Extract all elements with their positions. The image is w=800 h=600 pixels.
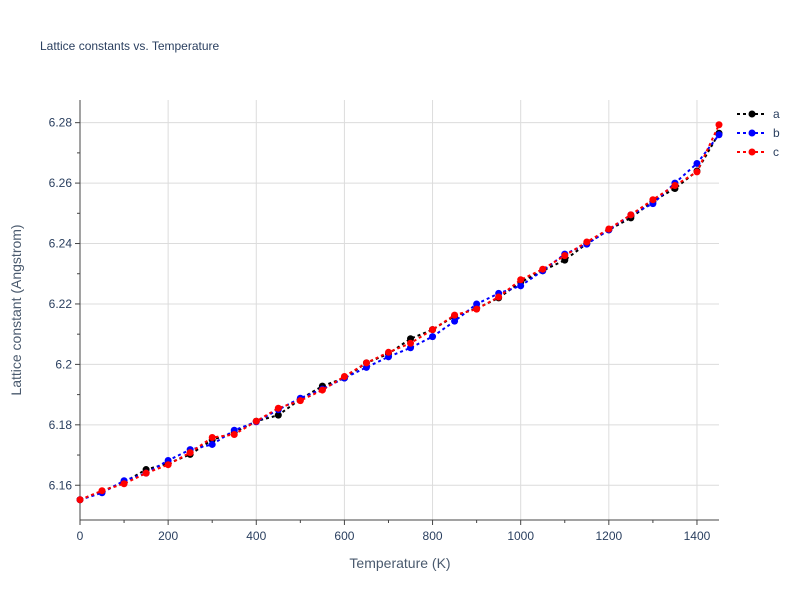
data-point-b [715,131,723,139]
data-point-c [495,293,503,301]
legend-label-b[interactable]: b [773,126,780,140]
x-tick-label: 1400 [684,529,711,543]
legend-marker-b [748,129,756,137]
x-tick-label: 0 [77,529,84,543]
data-point-c [384,348,392,356]
data-point-c [561,252,569,260]
data-point-c [208,434,216,442]
data-point-c [583,238,591,246]
data-point-c [451,311,459,319]
data-point-c [296,397,304,405]
legend-marker-c [748,148,756,156]
y-tick-label: 6.26 [49,176,73,190]
legend-label-a[interactable]: a [773,107,780,121]
x-tick-label: 800 [423,529,443,543]
data-point-c [76,496,84,504]
data-point-c [252,417,260,425]
data-point-c [274,404,282,412]
y-tick-label: 6.2 [55,357,72,371]
x-tick-label: 1000 [507,529,534,543]
y-tick-label: 6.16 [49,478,73,492]
data-point-c [605,225,613,233]
data-point-b [693,159,701,167]
data-point-c [362,359,370,367]
data-point-c [693,168,701,176]
data-series [76,121,723,504]
series-line-c [79,124,720,501]
data-point-c [120,480,128,488]
data-point-c [715,121,723,129]
y-tick-label: 6.18 [49,418,73,432]
legend-marker-a [748,110,756,118]
data-point-b [451,317,459,325]
data-point-a [274,411,282,419]
y-tick-label: 6.22 [49,297,73,311]
data-point-c [164,461,172,469]
data-point-c [142,469,150,477]
chart-title: Lattice constants vs. Temperature [40,39,220,53]
data-point-c [671,182,679,190]
axes: 0 200 400 600 800 1000 1200 1400 6.16 6.18 6.2 6.22… [49,100,719,543]
data-point-c [429,326,437,334]
y-tick-label: 6.28 [49,116,73,130]
legend-label-c[interactable]: c [773,145,779,159]
data-point-c [517,276,525,284]
data-point-c [649,196,657,204]
data-point-b [473,300,481,308]
y-tick-label: 6.24 [49,237,73,251]
data-point-c [473,305,481,313]
x-tick-label: 600 [334,529,354,543]
data-point-b [429,333,437,341]
data-point-b [517,282,525,290]
data-point-c [186,449,194,457]
data-point-c [627,211,635,219]
data-point-b [208,440,216,448]
legend: abc [737,107,780,159]
data-point-c [98,487,106,495]
x-axis-title: Temperature (K) [349,555,450,571]
data-point-c [230,430,238,438]
data-point-c [539,265,547,273]
y-axis-title: Lattice constant (Angstrom) [8,224,24,395]
x-tick-label: 1200 [595,529,622,543]
data-point-c [318,386,326,394]
data-point-c [340,372,348,380]
x-tick-label: 400 [246,529,266,543]
grid-lines [80,100,719,520]
x-tick-label: 200 [158,529,178,543]
data-point-c [407,339,415,347]
